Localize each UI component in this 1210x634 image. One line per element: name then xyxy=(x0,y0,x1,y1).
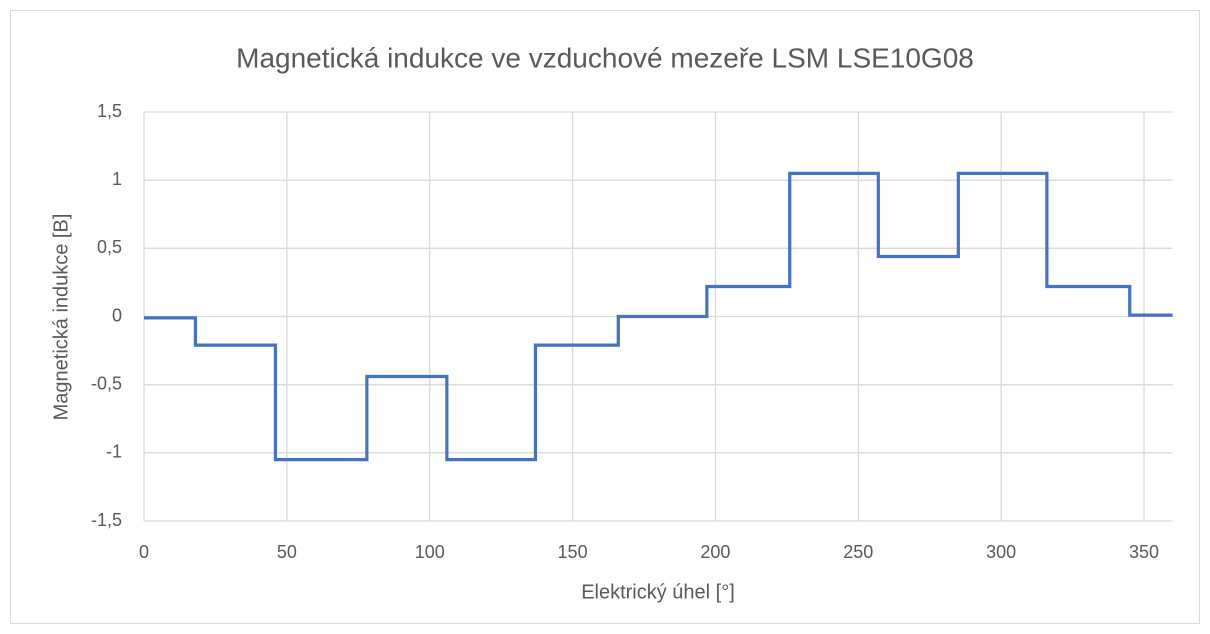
x-tick-label: 100 xyxy=(415,542,445,562)
y-tick-label: -1 xyxy=(106,442,122,462)
y-tick-label: 0,5 xyxy=(97,237,122,257)
y-tick-label: -0,5 xyxy=(91,373,122,393)
x-tick-label: 350 xyxy=(1129,542,1159,562)
y-tick-label: -1,5 xyxy=(91,510,122,530)
y-tick-label: 0 xyxy=(112,305,122,325)
data-line xyxy=(144,171,1173,462)
x-tick-label: 50 xyxy=(277,542,297,562)
x-tick-label: 200 xyxy=(700,542,730,562)
x-tick-label: 250 xyxy=(843,542,873,562)
x-tick-label: 150 xyxy=(558,542,588,562)
y-axis-title: Magnetická indukce [B] xyxy=(50,214,72,421)
y-tick-label: 1,5 xyxy=(97,101,122,121)
x-tick-label: 0 xyxy=(139,542,149,562)
y-tick-label: 1 xyxy=(112,169,122,189)
chart-title: Magnetická indukce ve vzduchové mezeře L… xyxy=(236,42,974,73)
x-tick-label: 300 xyxy=(986,542,1016,562)
x-axis-title: Elektrický úhel [°] xyxy=(581,581,735,603)
